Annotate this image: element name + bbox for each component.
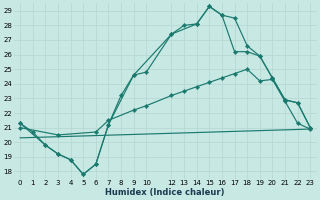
X-axis label: Humidex (Indice chaleur): Humidex (Indice chaleur) bbox=[106, 188, 225, 197]
